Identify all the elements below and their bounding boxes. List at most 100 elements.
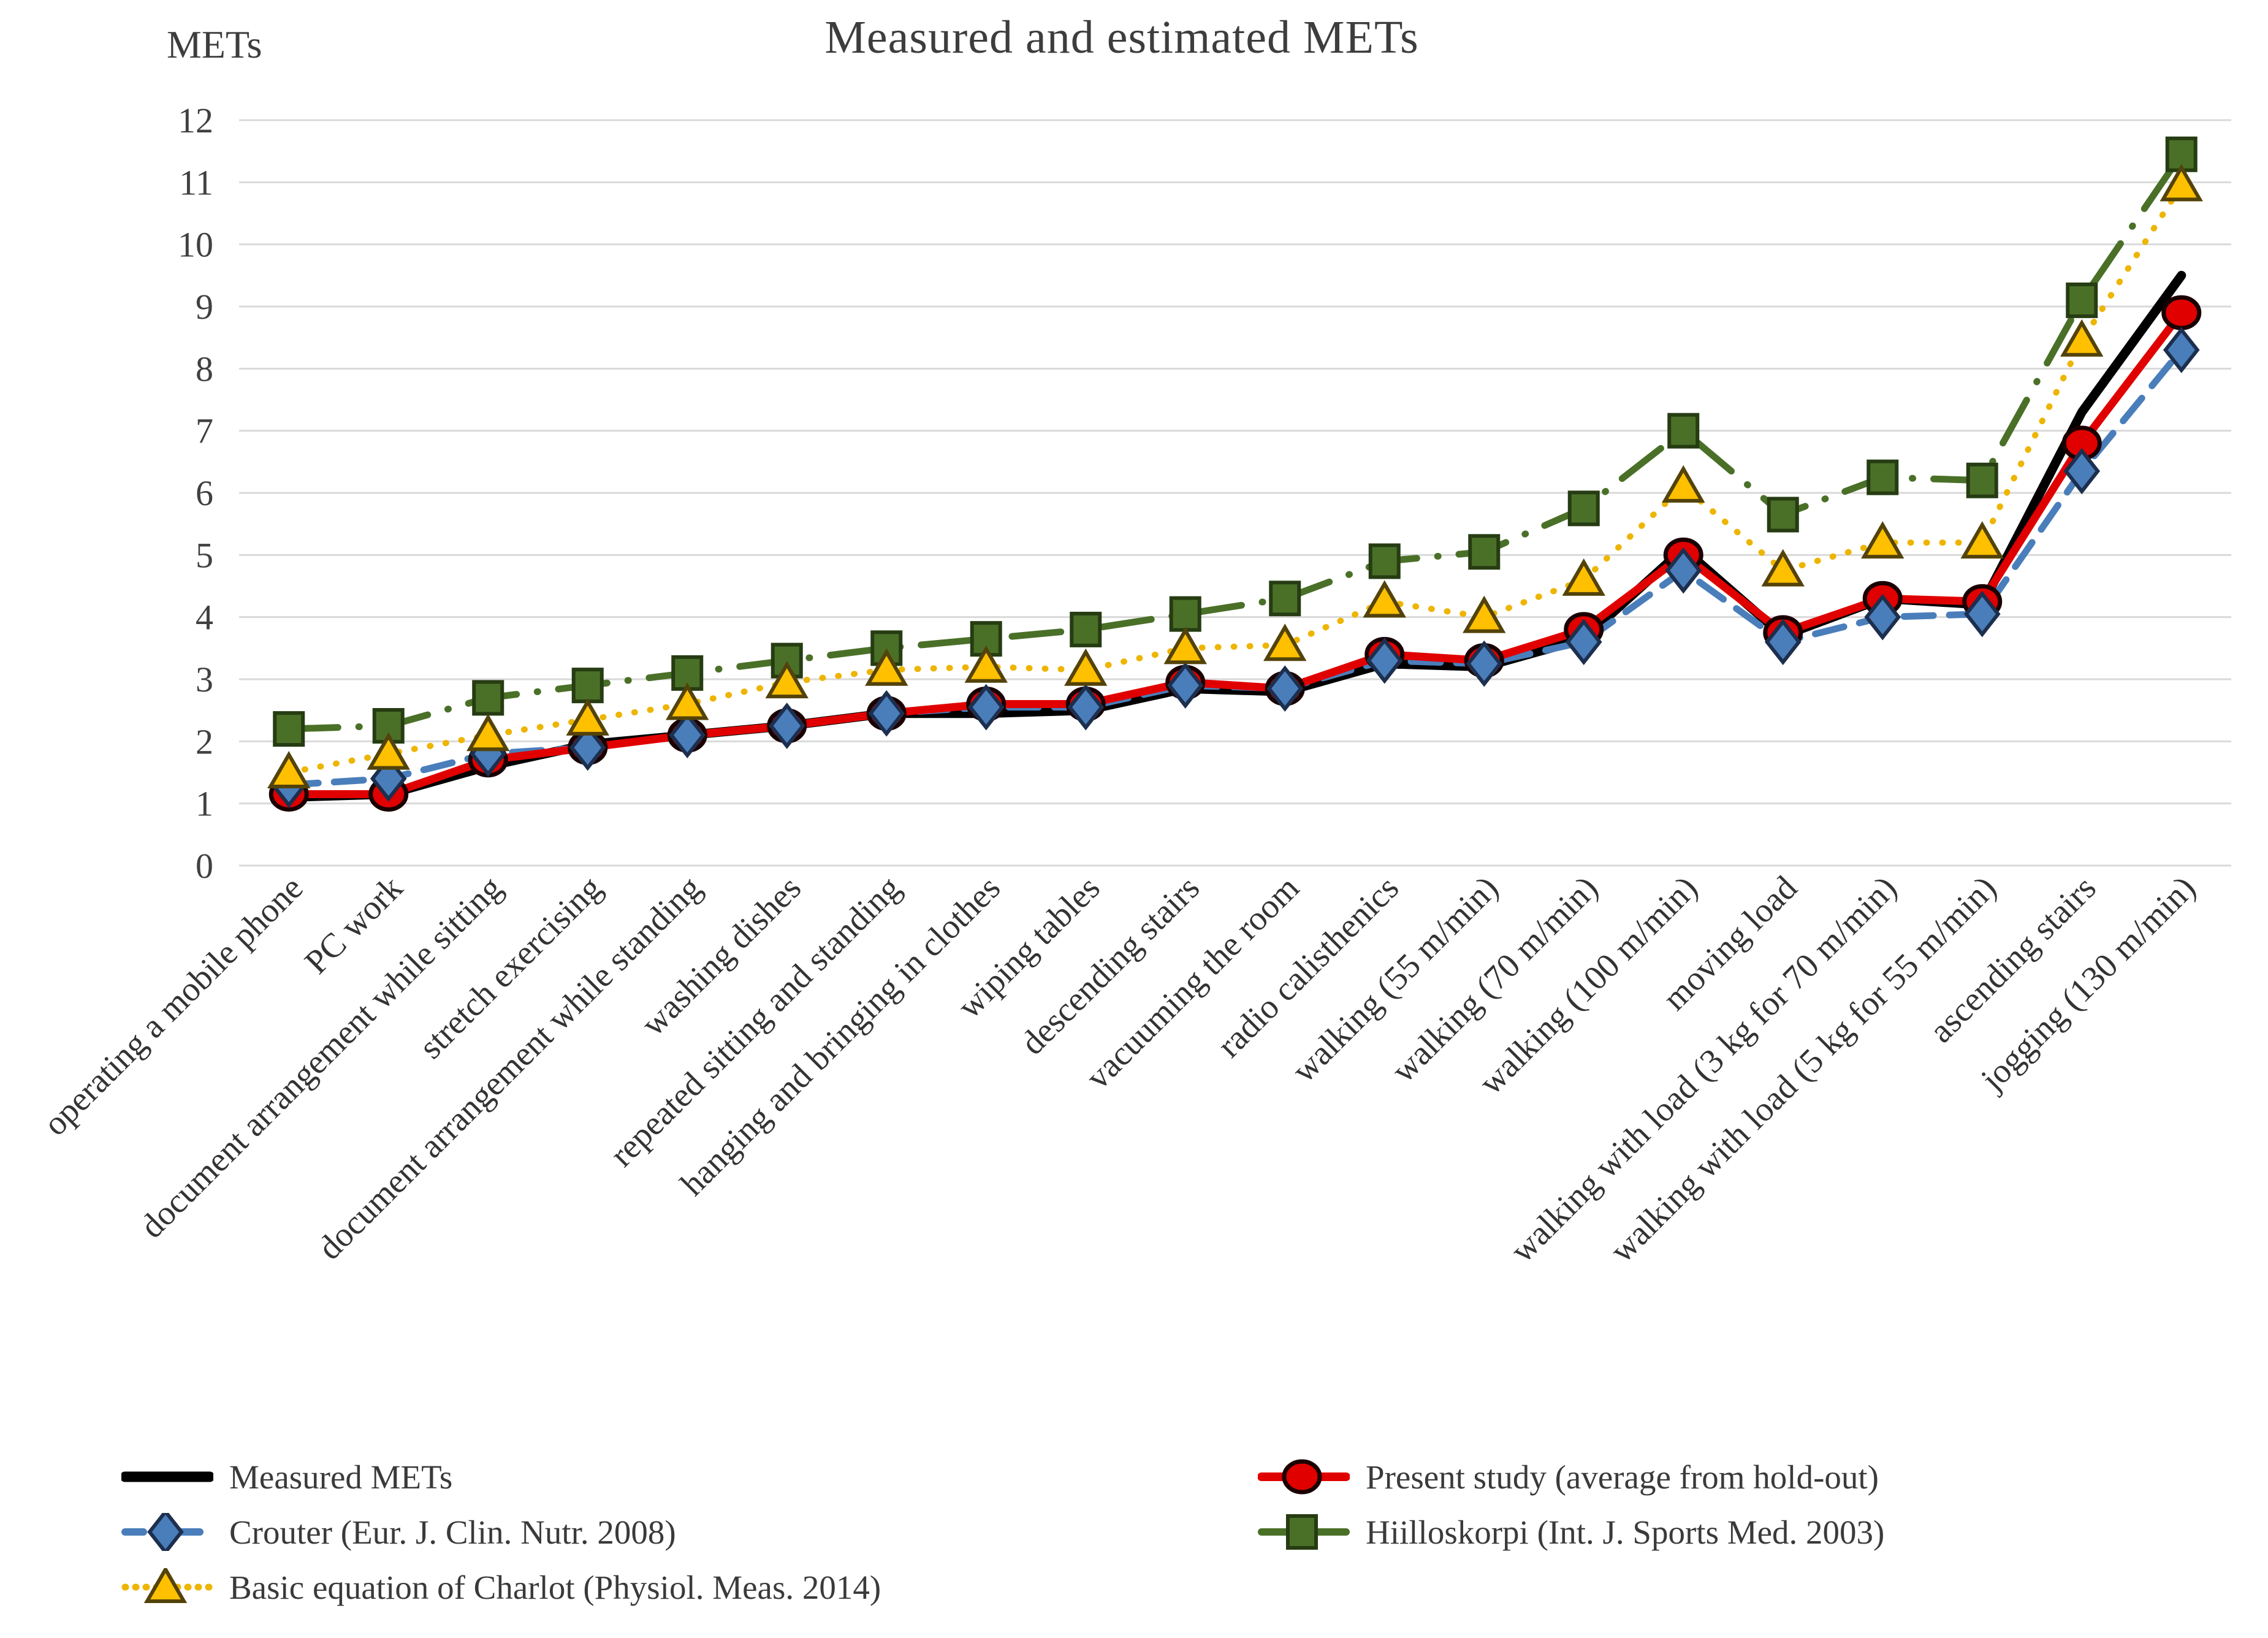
circle-marker <box>1282 1459 1322 1495</box>
series-line-hiilloskorpi <box>285 151 2185 733</box>
diamond-marker <box>1764 619 1802 666</box>
triangle-marker <box>1463 595 1506 633</box>
y-tick-label: 0 <box>196 846 213 886</box>
diamond-marker <box>1864 593 1901 641</box>
legend-label-measured-mets: Measured METs <box>229 1458 453 1496</box>
triangle-marker <box>1064 648 1108 686</box>
triangle-marker <box>566 698 609 736</box>
square-marker <box>1867 459 1899 495</box>
legend-column-right: Present study (average from hold-out) Hii… <box>1258 1458 1884 1568</box>
triangle-marker <box>367 732 410 770</box>
diamond-marker <box>1565 619 1602 666</box>
diamond-marker <box>768 703 805 749</box>
series-markers-hiilloskorpi <box>273 136 2198 747</box>
square-marker <box>1767 497 1799 533</box>
square-marker <box>1567 490 1600 527</box>
x-category-label: stretch exercising <box>412 869 609 1066</box>
triangle-marker <box>143 1568 188 1603</box>
x-category-label: radio calisthenics <box>1210 869 1406 1065</box>
diamond-marker <box>868 690 905 737</box>
triangle-marker <box>865 648 908 686</box>
square-marker <box>1368 543 1401 579</box>
y-tick-label: 9 <box>196 287 213 327</box>
y-tick-label: 2 <box>196 722 213 761</box>
legend-item-measured-mets: Measured METs <box>121 1458 881 1496</box>
triangle-marker <box>1861 521 1905 559</box>
y-axis-title: METs <box>167 23 262 66</box>
triangle-marker <box>1363 580 1406 618</box>
legend-label-charlot: Basic equation of Charlot (Physiol. Meas… <box>229 1568 881 1606</box>
triangle-marker <box>1761 549 1805 587</box>
triangle-marker <box>964 645 1008 683</box>
y-tick-label: 6 <box>196 473 213 513</box>
triangle-marker <box>267 750 311 788</box>
triangle-marker <box>1263 623 1307 661</box>
series-markers-crouter <box>270 327 2200 809</box>
diamond-marker <box>1963 590 2001 638</box>
square-marker <box>1169 596 1201 632</box>
triangle-marker <box>666 682 709 720</box>
legend-swatch-crouter <box>121 1513 213 1551</box>
square-marker <box>372 708 405 744</box>
legend-item-crouter: Crouter (Eur. J. Clin. Nutr. 2008) <box>121 1513 881 1551</box>
x-category-label: document arrangement while sitting <box>133 869 510 1246</box>
diamond-marker <box>1266 665 1304 712</box>
triangle-marker <box>1562 558 1605 596</box>
diamond-marker <box>1166 662 1204 709</box>
legend-label-crouter: Crouter (Eur. J. Clin. Nutr. 2008) <box>229 1513 676 1551</box>
y-tick-label: 3 <box>196 660 213 699</box>
diamond-marker <box>569 724 606 771</box>
circle-marker <box>2161 295 2202 330</box>
y-tick-label: 7 <box>196 411 213 451</box>
diamond-marker <box>2163 327 2200 373</box>
diamond-marker <box>2063 448 2101 495</box>
square-marker <box>1966 462 1998 498</box>
y-tick-label: 10 <box>178 225 213 265</box>
x-category-label: descending stairs <box>1013 869 1206 1062</box>
series-line-measured-mets <box>284 270 2186 802</box>
triangle-marker <box>2060 319 2104 357</box>
y-tick-label: 11 <box>179 162 213 202</box>
diamond-marker <box>669 712 706 759</box>
square-marker <box>1070 611 1102 647</box>
square-marker <box>2066 282 2098 318</box>
triangle-marker <box>466 714 510 752</box>
y-tick-label: 4 <box>196 598 213 638</box>
legend-label-present-study: Present study (average from hold-out) <box>1366 1458 1879 1496</box>
diamond-marker <box>967 684 1005 731</box>
y-tick-label: 5 <box>196 535 213 575</box>
y-tick-label: 12 <box>178 101 213 140</box>
triangle-marker <box>1960 521 2004 559</box>
triangle-marker <box>1662 465 1705 503</box>
square-marker <box>1667 413 1700 449</box>
legend-swatch-hiilloskorpi <box>1258 1514 1350 1550</box>
square-marker <box>1468 534 1501 570</box>
series-line-charlot <box>286 182 2185 775</box>
triangle-marker <box>765 661 809 699</box>
y-tick-label: 8 <box>196 349 213 389</box>
square-marker <box>1286 1514 1318 1550</box>
series-markers-charlot <box>267 164 2203 788</box>
diamond-marker <box>1466 640 1503 687</box>
diamond-marker <box>1665 547 1702 594</box>
triangle-marker <box>1163 627 1207 665</box>
square-marker <box>571 668 604 704</box>
legend-column-left: Measured METs Crouter (Eur. J. Clin. Nutr… <box>121 1458 881 1623</box>
y-tick-label: 1 <box>196 784 213 824</box>
triangle-marker <box>2160 164 2203 202</box>
legend-swatch-measured-mets <box>121 1471 213 1482</box>
chart-title: Measured and estimated METs <box>824 12 1419 63</box>
series-markers-present-study <box>268 295 2202 812</box>
legend-label-hiilloskorpi: Hiilloskorpi (Int. J. Sports Med. 2003) <box>1366 1513 1885 1551</box>
diamond-marker <box>147 1513 184 1551</box>
legend-swatch-charlot <box>121 1568 213 1603</box>
legend-item-present-study: Present study (average from hold-out) <box>1258 1458 1884 1496</box>
gridlines-group <box>239 119 2231 867</box>
legend-item-charlot: Basic equation of Charlot (Physiol. Meas… <box>121 1568 881 1606</box>
square-marker <box>1269 581 1301 617</box>
legend-swatch-present-study <box>1258 1459 1350 1495</box>
